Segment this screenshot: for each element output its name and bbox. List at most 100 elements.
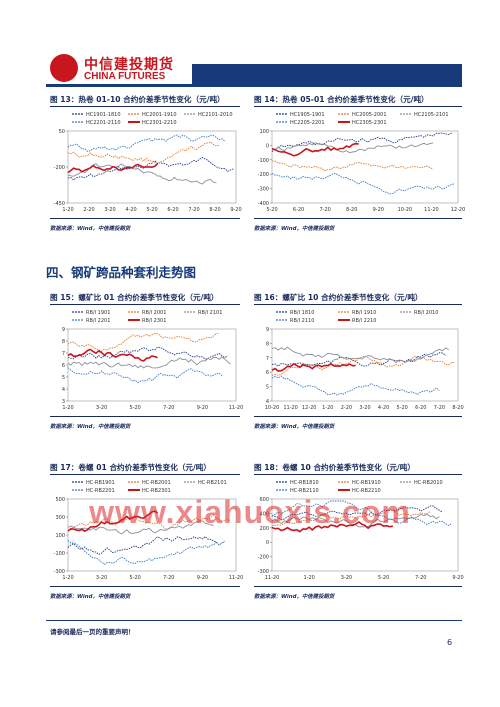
legend-entry: HC2301-2210 <box>142 120 177 126</box>
x-tick-label: 3-20 <box>359 405 370 411</box>
series-line <box>271 375 440 396</box>
brand-name-cn: 中信建投期货 <box>84 57 174 73</box>
source-note: 数据来源：Wind，中信建投期货 <box>254 424 335 430</box>
x-tick-label: 9-20 <box>373 207 384 213</box>
legend-entry: HC-RB2201 <box>86 488 115 494</box>
disclaimer-note: 请参阅最后一页的重要声明！ <box>50 628 135 636</box>
source-note: 数据来源：Wind，中信建投期货 <box>50 424 131 430</box>
y-tick-label: 5 <box>266 385 269 391</box>
legend-entry: RB/I 2301 <box>142 318 166 324</box>
title-rule <box>50 218 240 219</box>
x-tick-label: 12-20 <box>451 207 466 213</box>
series-line <box>67 134 226 153</box>
y-tick-label: 9 <box>266 327 269 333</box>
x-tick-label: 7-20 <box>188 207 199 213</box>
header-rule <box>46 84 462 87</box>
y-tick-label: 200 <box>259 526 269 532</box>
y-tick-label: -300 <box>258 187 269 193</box>
x-tick-label: 9-20 <box>230 207 241 213</box>
y-tick-label: -300 <box>54 569 65 575</box>
y-tick-label: -300 <box>258 569 269 575</box>
y-tick-label: -400 <box>258 201 269 207</box>
chart-plot: RB/I 1810 RB/I 1910 RB/I 2010 RB/I 2110 RB/I… <box>265 310 464 411</box>
figure-title: 图 13：热卷 01-10 合约价差季节性变化（元/吨） <box>50 95 225 104</box>
x-tick-label: 7-20 <box>434 405 445 411</box>
x-tick-label: 6-20 <box>167 207 178 213</box>
series-line <box>271 160 434 172</box>
y-tick-label: 4 <box>62 387 65 393</box>
y-tick-label: -200 <box>54 165 65 171</box>
x-tick-label: 9-20 <box>197 405 208 411</box>
source-note: 数据来源：Wind，中信建投期货 <box>50 226 131 232</box>
x-tick-label: 11-20 <box>283 405 298 411</box>
y-tick-label: -450 <box>54 201 65 207</box>
x-tick-label: 7-20 <box>163 575 174 581</box>
y-tick-label: 9 <box>62 327 65 333</box>
series-line <box>271 355 455 376</box>
title-rule <box>254 218 462 219</box>
legend-entry: HC2205-2201 <box>290 120 325 126</box>
series-line <box>67 348 158 362</box>
title-rule <box>254 586 462 587</box>
chart-plot: HC1901-1810 HC2001-1910 HC2101-2010 HC2201-… <box>54 112 242 213</box>
legend-entry: HC1905-1901 <box>290 112 325 118</box>
x-tick-label: 2-20 <box>83 207 94 213</box>
series-line <box>271 172 456 195</box>
legend-entry: HC-RB2110 <box>290 488 319 494</box>
x-tick-label: 8-20 <box>209 207 220 213</box>
title-rule <box>50 474 240 475</box>
legend-entry: RB/I 2210 <box>352 318 376 324</box>
legend-entry: RB/I 2110 <box>290 318 314 324</box>
x-tick-label: 3-20 <box>341 575 352 581</box>
series-line <box>271 505 443 521</box>
y-tick-label: 100 <box>259 129 269 135</box>
title-rule <box>254 106 462 107</box>
x-tick-label: 1-20 <box>304 575 315 581</box>
figure-title: 图 16：螺矿比 10 合约价差季节性变化（元/吨） <box>254 293 423 302</box>
legend-entry: HC-RB1901 <box>86 480 115 486</box>
legend-entry: HC-RB2101 <box>198 480 227 486</box>
series-line <box>271 362 356 372</box>
x-tick-label: 10-20 <box>398 207 413 213</box>
series-line <box>271 521 394 533</box>
x-tick-label: 10-20 <box>265 405 280 411</box>
legend-entry: RB/I 1910 <box>352 310 376 316</box>
x-tick-label: 5-20 <box>266 207 277 213</box>
y-tick-label: 0 <box>266 540 269 546</box>
x-tick-label: 3-20 <box>96 575 107 581</box>
series-line <box>67 520 214 535</box>
legend-entry: RB/I 1901 <box>86 310 110 316</box>
legend-entry: RB/I 2101 <box>198 310 222 316</box>
series-line <box>271 352 446 367</box>
figure-title: 图 18：卷螺 10 合约价差季节性变化（元/吨） <box>254 463 415 472</box>
x-tick-label: 3-20 <box>96 405 107 411</box>
title-rule <box>254 304 462 305</box>
x-tick-label: 6-20 <box>415 405 426 411</box>
x-tick-label: 9-20 <box>197 575 208 581</box>
y-tick-label: -200 <box>258 172 269 178</box>
figure-title: 图 15：螺矿比 01 合约价差季节性变化（元/吨） <box>50 293 219 302</box>
legend-entry: HC-RB2010 <box>414 480 443 486</box>
series-line <box>67 141 220 165</box>
x-tick-label: 5-20 <box>397 405 408 411</box>
chart-plot: HC1905-1901 HC2005-2001 HC2105-2101 HC2205-… <box>258 112 466 213</box>
x-tick-label: 4-20 <box>125 207 136 213</box>
x-tick-label: 5-20 <box>146 207 157 213</box>
source-note: 数据来源：Wind，中信建投期货 <box>254 594 335 600</box>
x-tick-label: 1-20 <box>62 207 73 213</box>
x-tick-label: 1-20 <box>62 405 73 411</box>
y-tick-label: 7 <box>266 356 269 362</box>
x-tick-label: 9-20 <box>452 575 463 581</box>
legend-entry: HC2105-2101 <box>414 112 449 118</box>
title-rule <box>50 586 240 587</box>
x-tick-label: 5-20 <box>378 575 389 581</box>
figure-title: 图 17：卷螺 01 合约价差季节性变化（元/吨） <box>50 463 211 472</box>
legend-entry: HC-RB2210 <box>352 488 381 494</box>
series-line <box>67 510 159 533</box>
y-tick-label: 50 <box>59 129 65 135</box>
series-line <box>67 163 159 174</box>
y-tick-label: 6 <box>266 370 269 376</box>
x-tick-label: 11-20 <box>424 207 439 213</box>
section-title: 四、钢矿跨品种套利走势图 <box>46 265 197 280</box>
header-bar <box>192 64 462 84</box>
